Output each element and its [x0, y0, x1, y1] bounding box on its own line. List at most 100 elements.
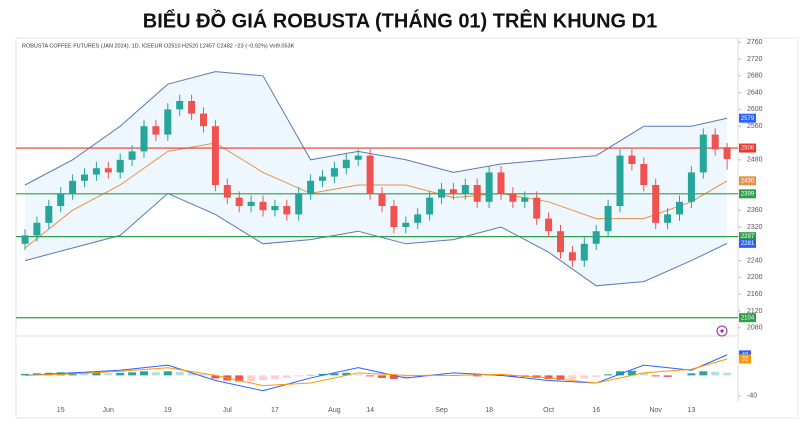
x-tick-label: Oct [543, 407, 554, 414]
macd-histogram-bar [604, 374, 613, 376]
price-badge-label: 2281 [741, 241, 755, 247]
candle-body [723, 147, 731, 159]
macd-histogram-bar [187, 373, 196, 376]
macd-histogram-bar [663, 375, 672, 377]
candle-body [283, 206, 291, 215]
x-tick-label: 15 [57, 407, 65, 414]
candle-body [461, 185, 469, 194]
candle-body [426, 197, 434, 215]
macd-line [24, 354, 728, 392]
macd-histogram-bar [651, 375, 660, 377]
candle-body [69, 180, 77, 194]
candle-body [211, 126, 219, 185]
y-tick-label: 2480 [747, 157, 763, 164]
y-tick-label: 2760 [747, 39, 763, 46]
macd-histogram-bar [151, 372, 160, 376]
band-lower-line [24, 192, 728, 287]
x-tick-label: 13 [688, 407, 696, 414]
candle-body [57, 193, 65, 206]
candle-body [592, 231, 600, 244]
candle-body [164, 109, 172, 135]
candle-body [295, 193, 303, 215]
price-badge-label: 2430 [741, 178, 755, 184]
macd-histogram-bar [627, 370, 636, 376]
macd-histogram-bar [378, 375, 386, 378]
level-badge-label: 2104 [741, 315, 755, 321]
level-badge [739, 143, 756, 153]
candle-body [509, 193, 517, 202]
candle-body [640, 164, 648, 185]
macd-histogram-bar [711, 371, 720, 376]
candle-body [140, 126, 148, 152]
x-tick-label: Jul [223, 407, 232, 414]
macd-histogram-bar [175, 371, 184, 376]
signal-line [24, 358, 728, 387]
price-badge [739, 176, 756, 186]
macd-histogram-bar [425, 375, 434, 377]
candle-body [188, 101, 196, 114]
x-tick-label: 16 [592, 407, 600, 414]
x-tick-label: 17 [271, 407, 279, 414]
macd-histogram-bar [294, 375, 303, 377]
candle-body [390, 206, 398, 227]
candle-body [378, 193, 386, 206]
candle-body [652, 185, 660, 223]
candle-body [21, 235, 29, 244]
price-badge [739, 238, 756, 248]
candle-body [711, 134, 719, 150]
macd-histogram-bar [282, 375, 291, 378]
y-tick-label: 2360 [747, 207, 763, 214]
candle-body [104, 168, 112, 173]
candle-body [473, 185, 481, 202]
alert-icon-dot [720, 329, 724, 333]
macd-histogram-bar [580, 375, 589, 379]
candle-body [247, 201, 255, 206]
band-upper-line [24, 71, 728, 186]
y-tick-label: 2200 [747, 274, 763, 281]
macd-histogram-bar [592, 375, 601, 377]
macd-histogram-bar [163, 371, 172, 376]
candle-body [521, 197, 529, 202]
macd-histogram-bar [544, 375, 553, 379]
level-badge-label: 2508 [741, 146, 755, 152]
candle-body [128, 151, 136, 160]
macd-histogram-bar [211, 375, 220, 379]
candle-body [402, 222, 410, 227]
candle-body [176, 101, 184, 110]
y-tick-label: 2080 [747, 325, 763, 332]
macd-histogram-bar [318, 373, 327, 376]
chart-subtitle: ROBUSTA COFFEE FUTURES (JAN 2024), 1D, I… [22, 43, 295, 49]
candle-body [81, 174, 88, 181]
macd-histogram-bar [342, 372, 351, 376]
y-tick-label: 2320 [747, 224, 763, 231]
candle-body [45, 206, 53, 223]
macd-badge [739, 354, 751, 364]
candle-body [664, 214, 672, 223]
macd-histogram-bar [80, 372, 89, 376]
price-badge [739, 113, 756, 123]
macd-histogram-bar [247, 375, 256, 382]
level-badge-label: 2399 [741, 191, 755, 197]
chart-title: BIỂU ĐỒ GIÁ ROBUSTA (THÁNG 01) TRÊN KHUN… [143, 8, 657, 32]
candle-body [319, 176, 326, 181]
macd-histogram-bar [259, 375, 267, 380]
candle-body [628, 155, 636, 164]
macd-histogram-bar [568, 375, 577, 380]
x-tick-label: Nov [649, 407, 662, 414]
y-tick-label: 2640 [747, 89, 763, 96]
x-tick-label: 14 [366, 407, 374, 414]
y-tick-label: 2160 [747, 291, 763, 298]
candle-body [116, 159, 124, 173]
x-tick-label: 19 [164, 407, 172, 414]
candle-body [235, 197, 243, 206]
y-tick-label: 2600 [747, 106, 763, 113]
macd-histogram-bar [21, 373, 29, 376]
candle-body [676, 201, 683, 215]
macd-histogram-bar [235, 375, 244, 382]
y-tick-label: 2720 [747, 56, 763, 63]
macd-histogram-bar [639, 372, 648, 376]
y-tick-label: 2240 [747, 257, 763, 264]
x-tick-label: 18 [485, 407, 493, 414]
candle-body [699, 134, 707, 173]
candle-body [557, 231, 564, 253]
